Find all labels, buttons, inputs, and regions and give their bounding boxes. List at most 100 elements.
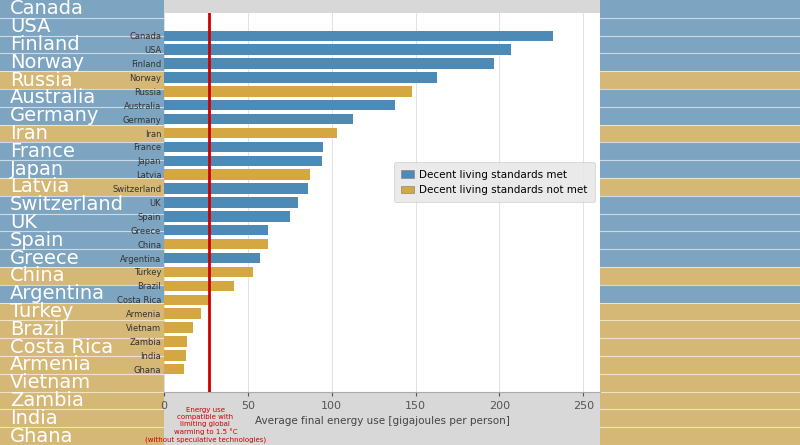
- Bar: [600, 427, 800, 445]
- Text: Germany: Germany: [10, 106, 99, 125]
- Text: Costa Rica: Costa Rica: [10, 338, 113, 356]
- Text: Vietnam: Vietnam: [10, 373, 91, 392]
- Bar: [164, 197, 298, 208]
- Legend: Decent living standards met, Decent living standards not met: Decent living standards met, Decent livi…: [394, 162, 594, 202]
- Text: Argentina: Argentina: [10, 284, 105, 303]
- Bar: [164, 86, 412, 97]
- Bar: [0, 249, 164, 267]
- Bar: [0, 53, 164, 71]
- Bar: [600, 285, 800, 303]
- Bar: [0, 214, 164, 231]
- Bar: [600, 125, 800, 142]
- Text: Australia: Australia: [10, 89, 96, 107]
- Bar: [600, 231, 800, 249]
- Text: Zambia: Zambia: [10, 391, 84, 410]
- Text: Switzerland: Switzerland: [10, 195, 124, 214]
- Bar: [600, 142, 800, 160]
- Bar: [600, 320, 800, 338]
- Text: Greece: Greece: [10, 249, 79, 267]
- Bar: [600, 53, 800, 71]
- Text: Energy use
compatible with
limiting global
warming to 1.5 °C
(without speculativ: Energy use compatible with limiting glob…: [145, 408, 266, 443]
- Bar: [0, 89, 164, 107]
- Bar: [600, 303, 800, 320]
- Bar: [164, 350, 186, 360]
- Bar: [600, 178, 800, 196]
- Bar: [164, 281, 234, 291]
- Text: Japan: Japan: [10, 160, 64, 178]
- Bar: [0, 338, 164, 356]
- Text: France: France: [10, 142, 74, 161]
- Bar: [0, 178, 164, 196]
- Bar: [0, 0, 164, 18]
- Text: Ghana: Ghana: [10, 427, 74, 445]
- Text: Turkey: Turkey: [10, 302, 74, 321]
- Text: Brazil: Brazil: [10, 320, 65, 339]
- Bar: [600, 249, 800, 267]
- Bar: [0, 142, 164, 160]
- Bar: [164, 322, 193, 333]
- Bar: [600, 0, 800, 18]
- Text: Armenia: Armenia: [10, 356, 91, 374]
- Bar: [0, 160, 164, 178]
- Bar: [600, 267, 800, 285]
- Bar: [164, 31, 553, 41]
- Text: USA: USA: [10, 17, 50, 36]
- Text: China: China: [10, 267, 66, 285]
- Bar: [0, 427, 164, 445]
- Bar: [164, 336, 187, 347]
- Bar: [164, 211, 290, 222]
- Bar: [0, 285, 164, 303]
- Bar: [0, 356, 164, 374]
- Bar: [164, 295, 210, 305]
- Bar: [600, 160, 800, 178]
- Bar: [164, 44, 511, 55]
- Bar: [600, 392, 800, 409]
- Text: Spain: Spain: [10, 231, 64, 250]
- Text: Latvia: Latvia: [10, 178, 69, 196]
- Bar: [0, 392, 164, 409]
- Bar: [164, 142, 323, 152]
- Text: India: India: [10, 409, 58, 428]
- Bar: [600, 338, 800, 356]
- Bar: [164, 170, 310, 180]
- Bar: [164, 100, 395, 110]
- Bar: [164, 156, 322, 166]
- Bar: [0, 320, 164, 338]
- Bar: [0, 374, 164, 392]
- Bar: [164, 239, 268, 249]
- Text: Norway: Norway: [10, 53, 84, 72]
- Text: Iran: Iran: [10, 124, 48, 143]
- Bar: [0, 409, 164, 427]
- Bar: [0, 125, 164, 142]
- Bar: [600, 89, 800, 107]
- Bar: [164, 225, 268, 235]
- Bar: [600, 214, 800, 231]
- Bar: [600, 107, 800, 125]
- Bar: [0, 303, 164, 320]
- Text: Canada: Canada: [10, 0, 84, 18]
- Bar: [164, 183, 308, 194]
- Bar: [0, 71, 164, 89]
- Bar: [0, 196, 164, 214]
- Bar: [164, 267, 253, 277]
- Bar: [164, 308, 201, 319]
- Bar: [0, 231, 164, 249]
- Bar: [600, 409, 800, 427]
- Text: Russia: Russia: [10, 71, 72, 89]
- Bar: [600, 71, 800, 89]
- Bar: [0, 267, 164, 285]
- Bar: [164, 128, 337, 138]
- Bar: [0, 36, 164, 53]
- Bar: [164, 114, 354, 124]
- Bar: [600, 196, 800, 214]
- Text: UK: UK: [10, 213, 37, 232]
- X-axis label: Average final energy use [gigajoules per person]: Average final energy use [gigajoules per…: [254, 416, 510, 426]
- Bar: [164, 58, 494, 69]
- Bar: [600, 18, 800, 36]
- Bar: [600, 36, 800, 53]
- Bar: [600, 356, 800, 374]
- Bar: [600, 374, 800, 392]
- Bar: [164, 253, 259, 263]
- Bar: [164, 364, 184, 374]
- Text: Finland: Finland: [10, 35, 79, 54]
